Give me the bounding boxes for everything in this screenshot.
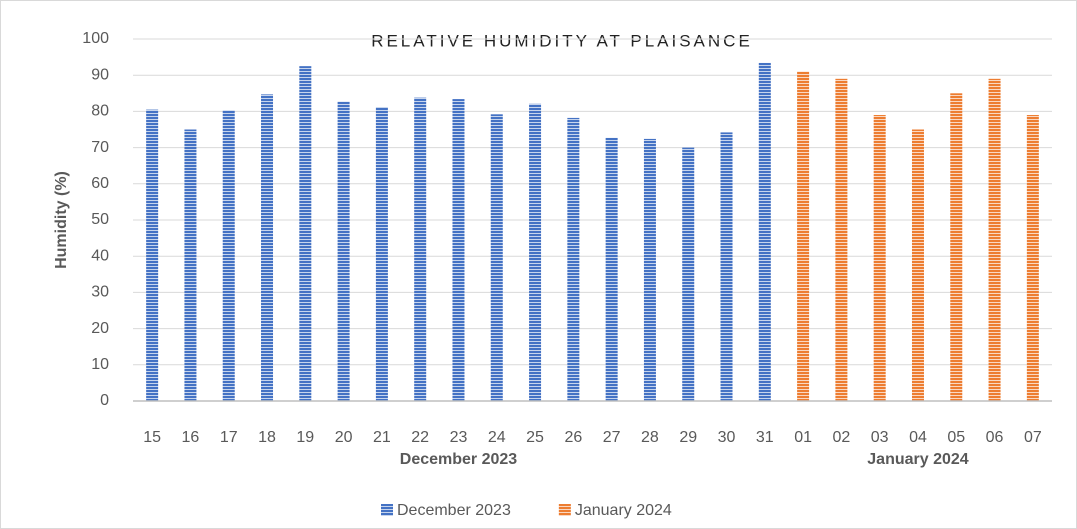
bar	[797, 71, 810, 401]
x-tick-label: 01	[794, 429, 812, 446]
x-tick-label: 16	[182, 429, 200, 446]
x-tick-label: 24	[488, 429, 506, 446]
bar	[758, 62, 771, 401]
bar	[261, 94, 274, 402]
bar	[184, 129, 197, 401]
bar	[682, 147, 695, 401]
bar	[567, 117, 580, 401]
x-tick-label: 31	[756, 429, 774, 446]
x-tick-label: 17	[220, 429, 238, 446]
x-tick-label: 05	[947, 429, 965, 446]
bar	[452, 99, 465, 401]
x-tick-label: 18	[258, 429, 276, 446]
bar	[988, 78, 1001, 401]
x-tick-label: 02	[832, 429, 850, 446]
bar	[643, 138, 656, 402]
x-tick-label: 19	[296, 429, 314, 446]
x-tick-label: 07	[1024, 429, 1042, 446]
x-tick-label: 06	[986, 429, 1004, 446]
x-tick-label: 22	[411, 429, 429, 446]
y-tick-label: 20	[91, 320, 109, 337]
y-tick-label: 80	[91, 103, 109, 120]
y-axis-title: Humidity (%)	[53, 171, 70, 269]
bar	[529, 103, 542, 401]
bar	[414, 97, 427, 402]
x-tick-label: 23	[450, 429, 468, 446]
x-tick-label: 27	[603, 429, 621, 446]
y-tick-label: 10	[91, 356, 109, 373]
bar	[337, 101, 350, 401]
x-tick-label: 20	[335, 429, 353, 446]
x-tick-label: 15	[143, 429, 161, 446]
bar	[222, 110, 235, 402]
bar	[146, 109, 159, 401]
legend-label: January 2024	[575, 502, 672, 519]
bar	[490, 114, 503, 402]
x-tick-label: 04	[909, 429, 927, 446]
y-tick-label: 40	[91, 247, 109, 264]
bar	[605, 137, 618, 402]
bar	[720, 132, 733, 401]
bar	[873, 115, 886, 402]
legend-swatch	[558, 504, 571, 516]
x-tick-label: 29	[679, 429, 697, 446]
y-tick-label: 70	[91, 139, 109, 156]
group-label: December 2023	[400, 451, 518, 468]
x-tick-label: 26	[564, 429, 582, 446]
bar	[375, 107, 388, 401]
y-tick-label: 60	[91, 175, 109, 192]
y-tick-label: 100	[82, 30, 109, 47]
y-tick-label: 50	[91, 211, 109, 228]
bar	[1026, 115, 1039, 402]
legend-label: December 2023	[397, 502, 511, 519]
x-tick-label: 25	[526, 429, 544, 446]
y-tick-label: 30	[91, 284, 109, 301]
chart-title: RELATIVE HUMIDITY AT PLAISANCE	[371, 31, 753, 50]
bar	[911, 129, 924, 401]
group-label: January 2024	[867, 451, 969, 468]
y-tick-label: 90	[91, 66, 109, 83]
bar	[950, 93, 963, 402]
bar	[299, 66, 312, 402]
x-tick-label: 28	[641, 429, 659, 446]
bar	[835, 78, 848, 401]
x-tick-label: 03	[871, 429, 889, 446]
legend-swatch	[381, 504, 393, 516]
y-tick-label: 0	[100, 392, 109, 409]
x-tick-label: 21	[373, 429, 391, 446]
x-tick-label: 30	[718, 429, 736, 446]
